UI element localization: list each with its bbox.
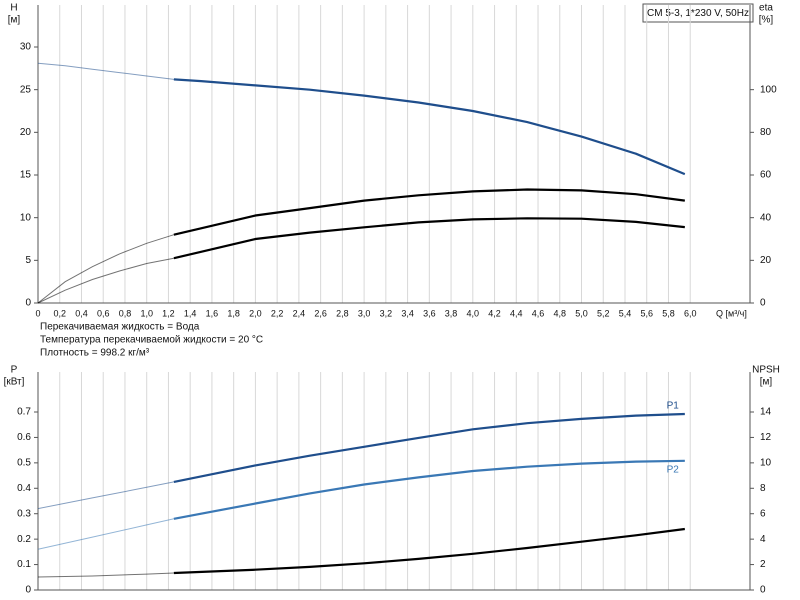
y-tick-label: 10 xyxy=(20,212,32,223)
y2-tick-label: 6 xyxy=(760,508,766,519)
chart-title: CM 5-3, 1*230 V, 50Hz xyxy=(647,8,749,19)
y2-tick-label: 2 xyxy=(760,559,766,570)
y2-axis-label: [м] xyxy=(760,377,773,388)
x-tick-label: 5,0 xyxy=(575,308,588,318)
series-line-emphasis xyxy=(173,217,685,260)
x-tick-label: 5,4 xyxy=(619,308,632,318)
y2-tick-label: 80 xyxy=(760,127,772,138)
y2-axis-label: NPSH xyxy=(752,365,780,376)
x-tick-label: 1,8 xyxy=(227,308,240,318)
x-tick-label: 0,8 xyxy=(119,308,132,318)
series-line xyxy=(37,62,685,175)
series-line xyxy=(37,217,685,304)
y-axis-label: [кВт] xyxy=(4,377,25,388)
series-line-emphasis xyxy=(173,459,685,520)
y-tick-label: 20 xyxy=(20,127,32,138)
y-tick-label: 0.4 xyxy=(17,483,31,494)
y2-tick-label: 0 xyxy=(760,298,766,309)
title-box xyxy=(642,3,754,23)
y2-tick-label: 40 xyxy=(760,212,772,223)
y2-axis-label: eta xyxy=(759,3,773,14)
x-tick-label: 5,8 xyxy=(662,308,675,318)
y2-axis-label: [%] xyxy=(759,15,774,26)
series-line xyxy=(37,528,685,578)
x-tick-label: 2,6 xyxy=(314,308,327,318)
y2-tick-label: 8 xyxy=(760,483,766,494)
x-tick-label: 2,0 xyxy=(249,308,262,318)
y2-tick-label: 20 xyxy=(760,255,772,266)
series-line-emphasis xyxy=(173,188,685,236)
x-tick-label: 0,2 xyxy=(53,308,66,318)
y2-tick-label: 10 xyxy=(760,457,772,468)
y-tick-label: 0 xyxy=(25,585,31,596)
y-tick-label: 0 xyxy=(25,298,31,309)
series-line xyxy=(37,188,685,304)
series-line xyxy=(37,413,685,510)
x-tick-label: 1,2 xyxy=(162,308,175,318)
y-tick-label: 15 xyxy=(20,170,32,181)
series-line-emphasis xyxy=(173,78,686,176)
x-tick-label: 4,0 xyxy=(467,308,480,318)
x-tick-label: 6,0 xyxy=(684,308,697,318)
y-tick-label: 0.2 xyxy=(17,534,31,545)
x-tick-label: 3,2 xyxy=(380,308,393,318)
x-tick-label: 2,8 xyxy=(336,308,349,318)
x-tick-label: 2,4 xyxy=(293,308,306,318)
x-tick-label: 3,6 xyxy=(423,308,436,318)
y-tick-label: 0.7 xyxy=(17,407,31,418)
x-tick-label: 0 xyxy=(35,308,40,318)
y2-tick-label: 14 xyxy=(760,407,772,418)
x-tick-label: 3,8 xyxy=(445,308,458,318)
y-tick-label: 0.5 xyxy=(17,457,31,468)
x-tick-label: 2,2 xyxy=(271,308,284,318)
x-tick-label: 5,2 xyxy=(597,308,610,318)
y-tick-label: 30 xyxy=(20,42,32,53)
x-tick-label: 1,6 xyxy=(206,308,219,318)
series-line-emphasis xyxy=(173,412,685,483)
x-tick-label: 4,8 xyxy=(554,308,567,318)
x-axis-label: Q [м³/ч] xyxy=(716,308,747,318)
series-label: P1 xyxy=(667,401,680,412)
x-tick-label: 5,6 xyxy=(640,308,653,318)
y-tick-label: 0.3 xyxy=(17,508,31,519)
series-label: P2 xyxy=(667,464,680,475)
info-line: Температура перекачиваемой жидкости = 20… xyxy=(40,335,263,346)
y2-tick-label: 60 xyxy=(760,170,772,181)
x-tick-label: 0,4 xyxy=(75,308,88,318)
x-tick-label: 3,4 xyxy=(401,308,414,318)
x-tick-label: 1,4 xyxy=(184,308,197,318)
y-axis-label: P xyxy=(11,365,18,376)
info-line: Перекачиваемая жидкость = Вода xyxy=(40,322,200,333)
y-tick-label: 0.6 xyxy=(17,432,31,443)
y2-tick-label: 4 xyxy=(760,534,766,545)
y2-tick-label: 12 xyxy=(760,432,772,443)
x-tick-label: 4,4 xyxy=(510,308,523,318)
x-tick-label: 4,2 xyxy=(488,308,501,318)
x-tick-label: 0,6 xyxy=(97,308,110,318)
x-tick-label: 3,0 xyxy=(358,308,371,318)
y2-tick-label: 0 xyxy=(760,585,766,596)
y-tick-label: 25 xyxy=(20,84,32,95)
y-tick-label: 5 xyxy=(25,255,31,266)
info-line: Плотность = 998.2 кг/м³ xyxy=(40,348,150,359)
y-axis-label: [м] xyxy=(8,15,21,26)
x-tick-label: 4,6 xyxy=(532,308,545,318)
y-axis-label: H xyxy=(10,3,17,14)
x-tick-label: 1,0 xyxy=(140,308,153,318)
y-tick-label: 0.1 xyxy=(17,559,31,570)
y2-tick-label: 100 xyxy=(760,84,777,95)
series-line xyxy=(37,460,685,550)
series-line-emphasis xyxy=(173,527,685,575)
